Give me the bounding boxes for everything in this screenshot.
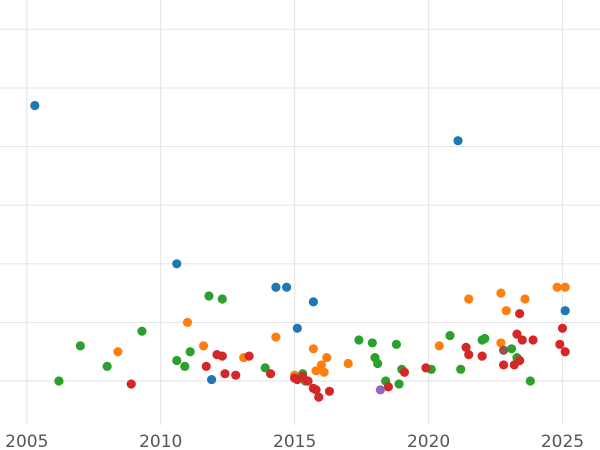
point-series-1-14 bbox=[496, 338, 506, 348]
point-series-1-8 bbox=[316, 360, 327, 370]
point-series-1-16 bbox=[501, 306, 511, 316]
point-series-4-0 bbox=[375, 385, 385, 395]
point-series-3-18 bbox=[421, 363, 431, 373]
x-tick-label-2025: 2025 bbox=[541, 432, 584, 450]
point-series-2-5 bbox=[180, 361, 190, 371]
point-series-1-0 bbox=[113, 347, 123, 357]
point-series-1-15 bbox=[496, 288, 506, 298]
x-tick-label-2005: 2005 bbox=[5, 432, 48, 450]
point-series-2-25 bbox=[507, 344, 517, 354]
data-points bbox=[30, 100, 570, 402]
point-series-3-0 bbox=[126, 379, 136, 389]
point-series-2-7 bbox=[204, 291, 214, 301]
point-series-0-2 bbox=[207, 374, 217, 385]
point-series-2-13 bbox=[367, 338, 377, 348]
point-series-3-6 bbox=[244, 351, 254, 361]
point-series-1-19 bbox=[560, 282, 570, 292]
point-series-1-18 bbox=[552, 282, 562, 292]
point-series-2-6 bbox=[185, 347, 195, 357]
point-series-1-17 bbox=[520, 294, 530, 304]
point-series-2-17 bbox=[391, 339, 402, 349]
point-series-3-20 bbox=[464, 350, 474, 360]
point-series-2-0 bbox=[54, 376, 64, 386]
point-series-2-18 bbox=[394, 379, 404, 389]
point-series-2-9 bbox=[260, 363, 270, 373]
point-series-3-4 bbox=[220, 369, 230, 379]
point-series-1-6 bbox=[308, 344, 318, 354]
point-series-2-24 bbox=[480, 333, 490, 344]
point-series-2-27 bbox=[525, 376, 535, 386]
point-series-2-3 bbox=[137, 326, 147, 336]
point-series-3-14 bbox=[314, 392, 324, 402]
point-series-1-2 bbox=[198, 341, 209, 351]
point-series-0-6 bbox=[308, 297, 318, 307]
point-series-3-31 bbox=[560, 347, 570, 357]
point-series-3-16 bbox=[383, 382, 393, 392]
point-series-1-7 bbox=[311, 366, 321, 376]
point-series-2-22 bbox=[456, 364, 466, 374]
grid-layer bbox=[0, 0, 600, 425]
point-series-3-11 bbox=[303, 376, 313, 386]
point-series-0-8 bbox=[560, 306, 570, 316]
point-series-3-29 bbox=[555, 339, 565, 349]
point-series-3-28 bbox=[528, 335, 538, 345]
point-series-1-11 bbox=[343, 358, 353, 369]
point-series-3-17 bbox=[399, 367, 410, 377]
point-series-1-13 bbox=[464, 294, 474, 304]
point-series-2-12 bbox=[354, 335, 364, 345]
point-series-3-5 bbox=[231, 370, 241, 380]
point-series-3-30 bbox=[557, 323, 568, 333]
point-series-1-4 bbox=[271, 332, 281, 342]
point-series-3-24 bbox=[512, 329, 522, 339]
point-series-5-0 bbox=[498, 345, 509, 355]
point-series-3-25 bbox=[515, 355, 525, 366]
point-series-1-9 bbox=[319, 367, 329, 377]
x-tick-label-2015: 2015 bbox=[273, 432, 316, 450]
point-series-0-7 bbox=[453, 136, 463, 146]
point-series-2-8 bbox=[217, 294, 227, 304]
point-series-3-22 bbox=[498, 360, 509, 370]
point-series-0-1 bbox=[172, 259, 182, 269]
point-series-3-27 bbox=[517, 335, 527, 345]
point-series-2-15 bbox=[373, 358, 383, 369]
point-series-1-12 bbox=[434, 341, 444, 351]
point-series-1-10 bbox=[322, 352, 332, 363]
point-series-0-3 bbox=[271, 282, 281, 292]
point-series-2-4 bbox=[172, 355, 182, 366]
point-series-1-1 bbox=[182, 317, 193, 328]
point-series-3-26 bbox=[515, 309, 525, 319]
point-series-3-7 bbox=[265, 369, 276, 379]
x-tick-label-2010: 2010 bbox=[139, 432, 182, 450]
x-axis-ticks: 2005 2010 2015 2020 2025 bbox=[5, 432, 584, 450]
x-tick-label-2020: 2020 bbox=[407, 432, 450, 450]
point-series-2-1 bbox=[75, 341, 85, 351]
point-series-3-13 bbox=[311, 385, 321, 395]
point-series-2-21 bbox=[445, 331, 455, 341]
point-series-3-21 bbox=[477, 351, 487, 361]
point-series-3-15 bbox=[324, 386, 335, 396]
point-series-2-2 bbox=[102, 361, 112, 371]
point-series-0-5 bbox=[292, 323, 302, 333]
point-series-0-0 bbox=[30, 100, 40, 111]
point-series-3-3 bbox=[217, 351, 227, 361]
point-series-3-19 bbox=[461, 342, 471, 352]
point-series-0-4 bbox=[282, 282, 292, 292]
point-series-3-1 bbox=[201, 361, 211, 371]
